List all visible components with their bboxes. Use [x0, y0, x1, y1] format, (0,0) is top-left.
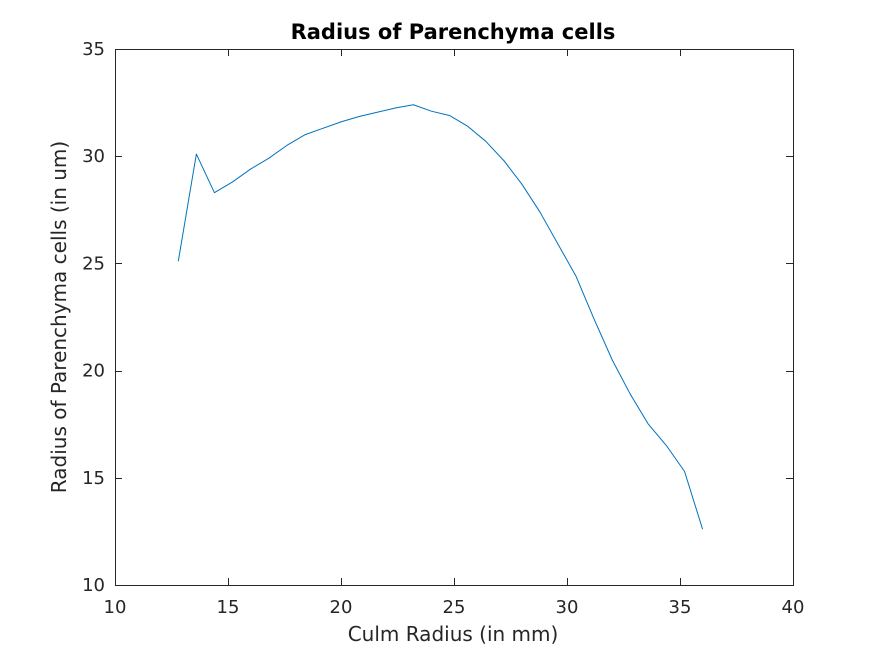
y-tick-label: 20 — [82, 361, 105, 382]
series-layer — [177, 104, 704, 530]
y-tick-label: 10 — [82, 575, 105, 596]
y-tick-label: 35 — [82, 39, 105, 60]
y-tick-label: 25 — [82, 253, 105, 274]
x-tick-label: 25 — [443, 597, 466, 618]
y-axis-label: Radius of Parenchyma cells (in um) — [47, 141, 71, 493]
series-line-0 — [177, 104, 704, 530]
y-tick-label: 15 — [82, 468, 105, 489]
x-tick-label: 10 — [104, 597, 127, 618]
x-tick-label: 20 — [330, 597, 353, 618]
axes-layer: 10 15 20 25 30 35 40 10 15 20 25 30 35 — [82, 39, 804, 618]
y-tick-label: 30 — [82, 146, 105, 167]
x-axis-label: Culm Radius (in mm) — [348, 622, 559, 646]
plot-area-background — [115, 49, 793, 585]
x-tick-label: 30 — [556, 597, 579, 618]
x-tick-label: 40 — [782, 597, 805, 618]
x-tick-label: 35 — [669, 597, 692, 618]
x-tick-label: 15 — [217, 597, 240, 618]
chart-title: Radius of Parenchyma cells — [291, 20, 616, 44]
